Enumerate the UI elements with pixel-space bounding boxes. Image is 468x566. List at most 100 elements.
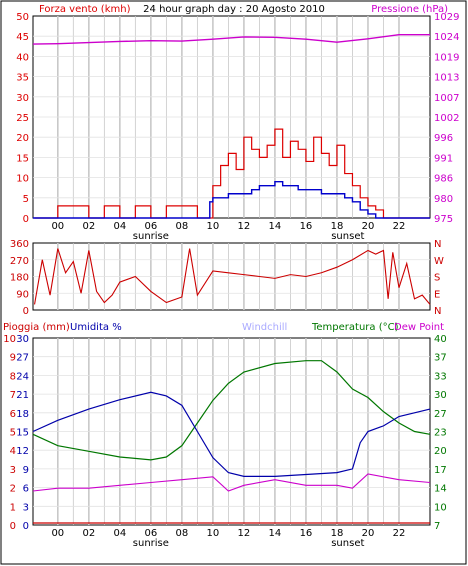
rain-tick-label: 8 (10, 371, 16, 382)
x-tick-label: 20 (362, 528, 375, 539)
humidity-tick-label: 27 (16, 353, 29, 364)
windchill-axis-label: Windchill (242, 322, 287, 333)
pressure-tick-label: 980 (434, 194, 453, 205)
x-tick-label: 16 (300, 528, 313, 539)
x-tick-label: 06 (144, 221, 157, 232)
x-tick-label: 10 (207, 528, 220, 539)
temperature-tick-label: 14 (434, 484, 447, 495)
pressure-tick-label: 1007 (434, 93, 459, 104)
pressure-tick-label: 1019 (434, 52, 459, 63)
wind-direction-line (34, 248, 431, 305)
temperature-tick-label: 20 (434, 446, 447, 457)
x-tick-label: 22 (393, 528, 406, 539)
x-tick-label: 22 (393, 221, 406, 232)
rain-tick-label: 6 (10, 409, 16, 420)
wind-tick-label: 40 (16, 52, 29, 63)
x-tick-label: 00 (51, 221, 64, 232)
x-tick-label: 12 (238, 528, 251, 539)
direction-tick-label: 360 (10, 239, 29, 250)
temperature-tick-label: 27 (434, 409, 447, 420)
direction-tick-label: 90 (16, 289, 29, 300)
x-tick-label: 02 (82, 528, 95, 539)
wind-speed-line (34, 128, 430, 219)
wind-tick-label: 30 (16, 93, 29, 104)
x-tick-label: 18 (331, 221, 344, 232)
dewpoint-line (32, 473, 431, 492)
wind-tick-label: 5 (23, 194, 29, 205)
humidity-tick-label: 24 (16, 371, 29, 382)
sun-marker-label: sunset (331, 231, 364, 242)
rain-tick-label: 5 (10, 428, 16, 439)
humidity-tick-label: 30 (16, 334, 29, 345)
temperature-tick-label: 37 (434, 353, 447, 364)
wind-average-line (33, 180, 430, 219)
wind-tick-label: 45 (16, 32, 29, 43)
rain-tick-label: 9 (10, 353, 16, 364)
rain-axis-label: Pioggia (mm) (3, 322, 70, 333)
compass-tick-label: N (434, 306, 441, 317)
humidity-axis-label: Umidita % (70, 322, 122, 333)
x-tick-label: 04 (113, 221, 126, 232)
temperature-tick-label: 10 (434, 502, 447, 513)
temperature-axis-label: Temperatura (°C) (311, 322, 399, 333)
rain-tick-label: 2 (10, 484, 16, 495)
wind-tick-label: 50 (16, 12, 29, 23)
pressure-line (32, 34, 430, 45)
sun-marker-label: sunrise (133, 231, 169, 242)
pressure-tick-label: 1024 (434, 32, 459, 43)
temperature-line (32, 360, 431, 461)
compass-tick-label: S (434, 273, 440, 284)
pressure-tick-label: 986 (434, 174, 453, 185)
wind-axis-label: Forza vento (kmh) (39, 4, 131, 15)
wind-tick-label: 15 (16, 153, 29, 164)
direction-tick-label: 0 (23, 306, 29, 317)
humidity-tick-label: 0 (23, 521, 29, 532)
x-tick-label: 10 (207, 221, 220, 232)
x-tick-label: 18 (331, 528, 344, 539)
x-tick-label: 20 (362, 221, 375, 232)
humidity-tick-label: 9 (23, 465, 29, 476)
x-tick-label: 06 (144, 528, 157, 539)
humidity-tick-label: 15 (16, 428, 29, 439)
direction-tick-label: 270 (10, 256, 29, 267)
wind-tick-label: 0 (23, 214, 29, 225)
temperature-tick-label: 33 (434, 371, 447, 382)
x-tick-label: 02 (82, 221, 95, 232)
wind-tick-label: 35 (16, 73, 29, 84)
temperature-tick-label: 30 (434, 390, 447, 401)
x-tick-label: 14 (269, 528, 282, 539)
wind-tick-label: 20 (16, 133, 29, 144)
humidity-line (32, 391, 431, 477)
temperature-tick-label: 23 (434, 428, 447, 439)
pressure-tick-label: 975 (434, 214, 453, 225)
direction-tick-label: 180 (10, 273, 29, 284)
humidity-tick-label: 6 (23, 484, 29, 495)
dewpoint-axis-label: Dew Point (394, 322, 444, 333)
x-tick-label: 14 (269, 221, 282, 232)
rain-tick-label: 0 (10, 521, 16, 532)
pressure-axis-label: Pressione (hPa) (371, 4, 448, 15)
temperature-tick-label: 7 (434, 521, 440, 532)
sun-marker-label: sunrise (133, 538, 169, 549)
pressure-tick-label: 996 (434, 133, 453, 144)
x-tick-label: 08 (176, 528, 189, 539)
x-tick-label: 00 (51, 528, 64, 539)
compass-tick-label: E (434, 289, 440, 300)
humidity-tick-label: 12 (16, 446, 29, 457)
rain-tick-label: 7 (10, 390, 16, 401)
x-tick-label: 04 (113, 528, 126, 539)
wind-tick-label: 10 (16, 174, 29, 185)
humidity-tick-label: 18 (16, 409, 29, 420)
rain-tick-label: 4 (10, 446, 16, 457)
pressure-tick-label: 1002 (434, 113, 459, 124)
sun-marker-label: sunset (331, 538, 364, 549)
temperature-tick-label: 17 (434, 465, 447, 476)
compass-tick-label: W (434, 256, 444, 267)
temperature-tick-label: 40 (434, 334, 447, 345)
wind-tick-label: 25 (16, 113, 29, 124)
humidity-tick-label: 3 (23, 502, 29, 513)
pressure-tick-label: 1013 (434, 73, 459, 84)
rain-tick-label: 3 (10, 465, 16, 476)
